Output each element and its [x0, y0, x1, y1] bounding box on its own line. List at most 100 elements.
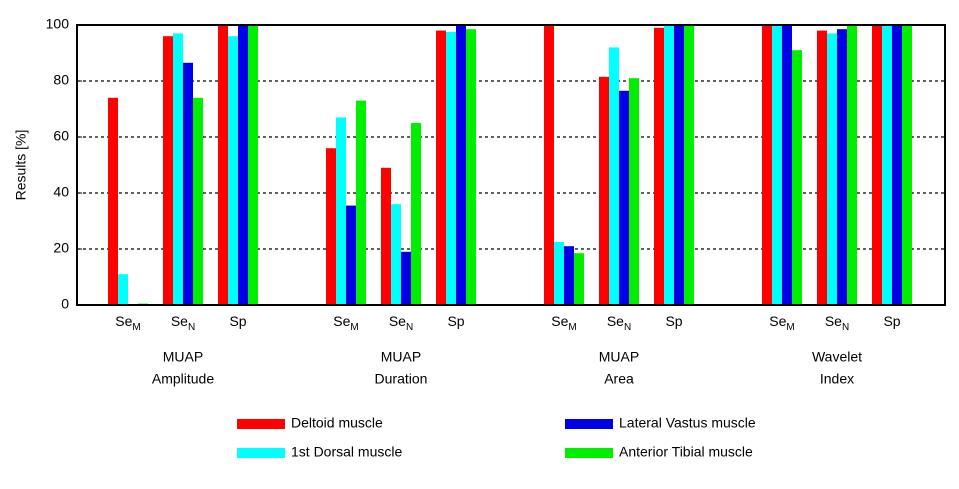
- bar: [882, 25, 892, 305]
- legend-label: Anterior Tibial muscle: [619, 444, 753, 460]
- bar: [411, 123, 421, 305]
- bar: [436, 30, 446, 305]
- legend-label: 1st Dorsal muscle: [291, 444, 402, 460]
- group-label: MUAP: [163, 349, 203, 365]
- x-tick-subscript: M: [350, 322, 358, 333]
- bar: [847, 25, 857, 305]
- bar: [837, 29, 847, 305]
- bar: [544, 25, 554, 305]
- x-tick-subscript: N: [624, 322, 631, 333]
- y-tick-label: 40: [53, 184, 69, 200]
- x-tick-subscript: N: [842, 322, 849, 333]
- x-tick-label: SeN: [171, 313, 195, 333]
- x-tick-text: Se: [389, 313, 406, 329]
- legend-swatch: [565, 419, 613, 429]
- bar: [762, 25, 772, 305]
- bar: [456, 25, 466, 305]
- y-axis-title: Results [%]: [13, 130, 29, 201]
- bar: [446, 32, 456, 305]
- x-tick-text: Sp: [665, 313, 682, 329]
- x-tick-label: Sp: [883, 313, 900, 329]
- x-tick-text: Sp: [229, 313, 246, 329]
- bar: [326, 148, 336, 305]
- bar: [654, 27, 664, 306]
- legend-swatch: [565, 448, 613, 458]
- x-tick-label: SeN: [389, 313, 413, 333]
- x-tick-subscript: N: [188, 322, 195, 333]
- x-tick-subscript: M: [132, 322, 140, 333]
- group-label: Wavelet: [812, 349, 862, 365]
- bar: [118, 274, 128, 305]
- legend-label: Lateral Vastus muscle: [619, 415, 756, 431]
- x-tick-text: Se: [769, 313, 786, 329]
- x-tick-label: SeM: [333, 313, 358, 333]
- group-label: Amplitude: [152, 371, 214, 387]
- x-tick-label: SeM: [769, 313, 794, 333]
- y-tick-label: 60: [53, 128, 69, 144]
- x-tick-label: SeM: [551, 313, 576, 333]
- bar: [892, 25, 902, 305]
- x-tick-label: Sp: [447, 313, 464, 329]
- bar: [183, 62, 193, 305]
- bar: [346, 205, 356, 305]
- x-tick-label: SeM: [115, 313, 140, 333]
- bar: [173, 33, 183, 306]
- y-tick-label: 100: [46, 16, 70, 32]
- x-tick-text: Se: [607, 313, 624, 329]
- bar: [218, 25, 228, 305]
- group-label: MUAP: [599, 349, 639, 365]
- bar: [792, 50, 802, 306]
- bar: [248, 25, 258, 305]
- x-tick-label: SeN: [825, 313, 849, 333]
- bar: [902, 25, 912, 305]
- bar: [391, 204, 401, 305]
- x-tick-text: Sp: [447, 313, 464, 329]
- bar: [554, 242, 564, 305]
- plot-frame: [76, 24, 946, 306]
- x-tick-text: Se: [115, 313, 132, 329]
- bar: [228, 36, 238, 305]
- group-label: Index: [820, 371, 854, 387]
- group-label: Duration: [375, 371, 428, 387]
- bar: [674, 25, 684, 305]
- x-tick-text: Sp: [883, 313, 900, 329]
- bar: [872, 25, 882, 305]
- bar: [193, 97, 203, 305]
- bar: [401, 251, 411, 305]
- bar: [466, 29, 476, 305]
- y-tick-label: 0: [61, 296, 69, 312]
- bar: [664, 25, 674, 305]
- y-tick-label: 20: [53, 240, 69, 256]
- x-tick-text: Se: [333, 313, 350, 329]
- x-tick-text: Se: [551, 313, 568, 329]
- bar: [163, 36, 173, 305]
- legend-swatch: [237, 419, 285, 429]
- x-tick-text: Se: [825, 313, 842, 329]
- bar: [381, 167, 391, 305]
- group-label: Area: [604, 371, 634, 387]
- x-tick-label: Sp: [229, 313, 246, 329]
- bar: [238, 25, 248, 305]
- x-tick-label: Sp: [665, 313, 682, 329]
- x-tick-label: SeN: [607, 313, 631, 333]
- bar: [336, 117, 346, 306]
- legend-label: Deltoid muscle: [291, 415, 383, 431]
- bar: [817, 30, 827, 305]
- bar: [619, 90, 629, 305]
- bar: [782, 25, 792, 305]
- x-tick-text: Se: [171, 313, 188, 329]
- bar: [599, 76, 609, 305]
- bar: [108, 97, 118, 305]
- bar: [609, 47, 619, 306]
- bar: [827, 33, 837, 306]
- x-tick-subscript: M: [568, 322, 576, 333]
- y-tick-label: 80: [53, 72, 69, 88]
- bar: [684, 25, 694, 305]
- group-label: MUAP: [381, 349, 421, 365]
- bar: [629, 78, 639, 305]
- bar: [564, 246, 574, 305]
- bar: [574, 253, 584, 305]
- x-tick-subscript: N: [406, 322, 413, 333]
